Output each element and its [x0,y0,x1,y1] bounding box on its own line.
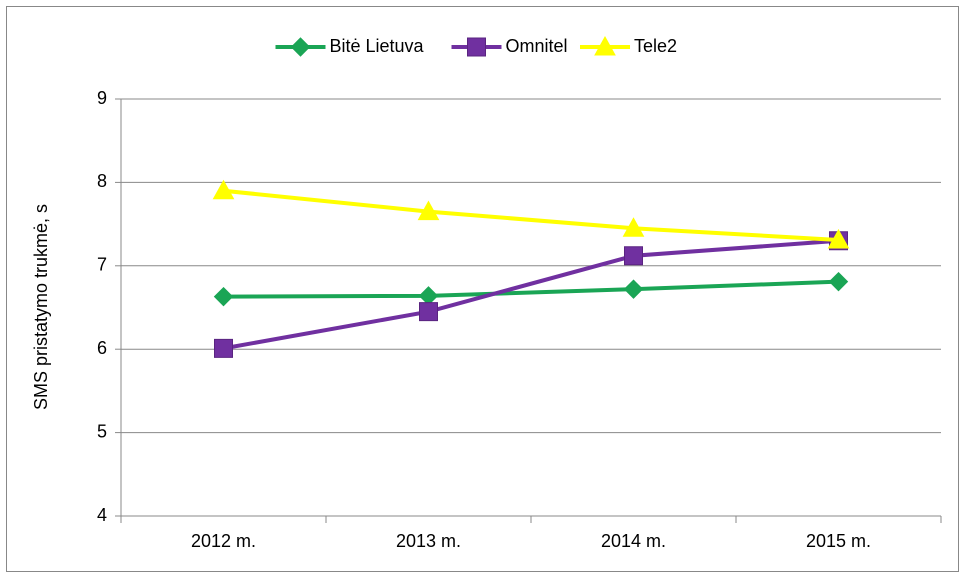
legend-marker [467,37,486,57]
data-point [212,179,235,200]
y-tick-label: 4 [97,505,107,525]
data-point [828,271,849,292]
series-line [223,188,839,242]
chart-border [6,6,959,572]
data-point [622,217,645,237]
y-tick-label: 6 [97,338,107,358]
series-line [223,238,839,351]
y-axis-label: SMS pristatymo trukmė, s [31,204,51,410]
y-tick-label: 8 [97,171,107,191]
x-tick-label: 2015 m. [806,531,871,551]
data-point [624,246,643,266]
data-point [827,228,850,249]
data-point [417,200,440,221]
legend-label: Bitė Lietuva [330,36,425,56]
legend-marker [290,37,311,57]
legend-label: Tele2 [634,36,677,56]
y-tick-label: 5 [97,421,107,441]
data-point [214,338,233,358]
series-line [223,279,839,299]
legend-marker [594,35,616,56]
x-tick-label: 2014 m. [601,531,666,551]
y-tick-label: 7 [97,255,107,275]
y-tick-label: 9 [97,88,107,108]
data-point [419,302,438,322]
data-point [213,286,234,307]
x-tick-label: 2012 m. [191,531,256,551]
data-point [623,279,644,299]
x-tick-label: 2013 m. [396,531,461,551]
legend-label: Omnitel [506,36,568,56]
